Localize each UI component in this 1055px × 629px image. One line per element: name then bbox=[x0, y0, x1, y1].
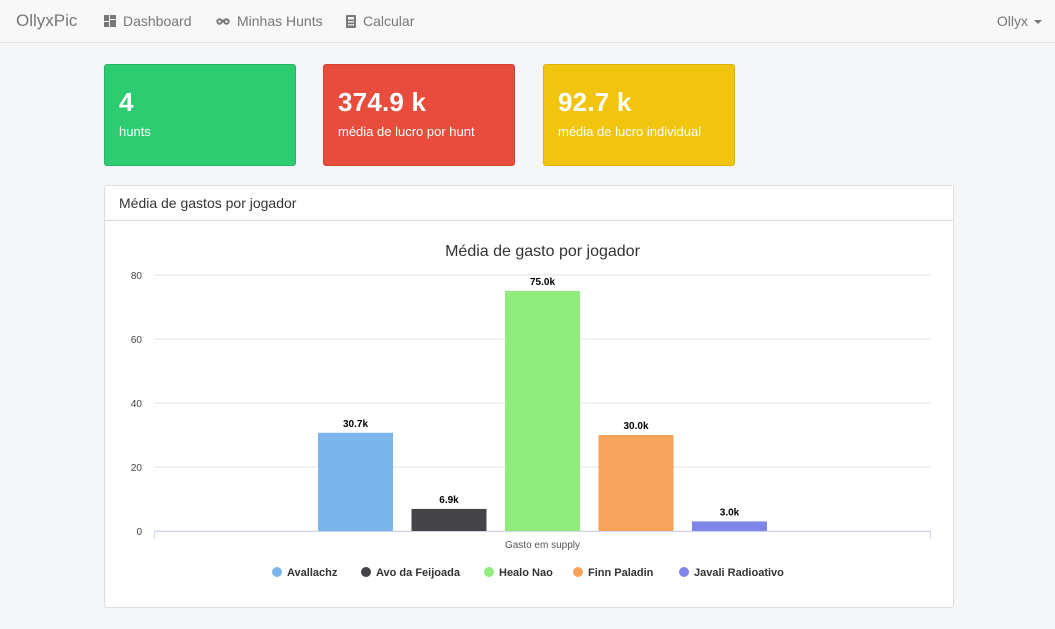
legend-label: Javali Radioativo bbox=[694, 567, 784, 579]
bar-chart: Média de gasto por jogador 0 20 40 60 80 Gasto… bbox=[131, 243, 931, 579]
bar bbox=[598, 435, 674, 531]
chart-title: Média de gasto por jogador bbox=[445, 243, 640, 260]
chart-panel: Média de gastos por jogador Média de gas… bbox=[104, 185, 954, 608]
legend-marker bbox=[484, 567, 494, 577]
y-tick-label: 80 bbox=[131, 271, 143, 282]
data-label: 30.7k bbox=[343, 419, 368, 430]
panel-title: Média de gastos por jogador bbox=[105, 186, 953, 221]
bar bbox=[318, 432, 393, 531]
legend-marker bbox=[573, 567, 583, 577]
bar bbox=[505, 291, 580, 531]
nav-dashboard-label: Dashboard bbox=[123, 13, 192, 29]
stat-card-lucro-individual: 92.7 k média de lucro individual bbox=[543, 64, 735, 166]
nav-minhas-hunts[interactable]: Minhas Hunts bbox=[216, 13, 323, 29]
y-tick-label: 0 bbox=[136, 527, 142, 538]
bar bbox=[692, 521, 767, 531]
y-tick-label: 40 bbox=[131, 399, 143, 410]
data-label: 30.0k bbox=[623, 421, 648, 432]
bar bbox=[411, 508, 487, 531]
stat-card-lucro-hunt: 374.9 k média de lucro por hunt bbox=[323, 64, 515, 166]
calculator-icon bbox=[346, 14, 356, 28]
legend-marker bbox=[679, 567, 689, 577]
data-label: 6.9k bbox=[439, 495, 459, 506]
brand-link[interactable]: OllyxPic bbox=[16, 11, 78, 30]
binoculars-icon bbox=[216, 18, 230, 25]
nav-calcular[interactable]: Calcular bbox=[346, 13, 414, 29]
x-category-label: Gasto em supply bbox=[505, 540, 580, 551]
legend-label: Avallachz bbox=[287, 567, 338, 579]
legend-label: Finn Paladin bbox=[588, 567, 654, 579]
user-menu-dropdown[interactable]: Ollyx bbox=[997, 13, 1042, 29]
stat-value: 4 bbox=[119, 87, 134, 117]
data-label: 3.0k bbox=[720, 507, 740, 518]
navbar: OllyxPic Dashboard Minhas Hunts bbox=[0, 0, 1055, 43]
caret-down-icon bbox=[1034, 20, 1042, 24]
stat-label: média de lucro individual bbox=[558, 124, 702, 139]
user-name: Ollyx bbox=[996, 13, 1028, 29]
y-tick-label: 20 bbox=[131, 463, 143, 474]
legend-label: Healo Nao bbox=[499, 567, 553, 579]
nav-dashboard[interactable]: Dashboard bbox=[104, 13, 192, 29]
stat-label: hunts bbox=[119, 124, 151, 139]
legend-marker bbox=[272, 567, 282, 577]
stat-value: 92.7 k bbox=[558, 87, 632, 117]
legend-label: Avo da Feijoada bbox=[376, 567, 461, 579]
legend-marker bbox=[361, 567, 371, 577]
dashboard-icon bbox=[104, 15, 116, 27]
stat-value: 374.9 k bbox=[338, 87, 427, 117]
nav-calcular-label: Calcular bbox=[363, 13, 415, 29]
y-tick-label: 60 bbox=[131, 335, 143, 346]
nav-minhas-hunts-label: Minhas Hunts bbox=[237, 13, 323, 29]
stat-label: média de lucro por hunt bbox=[338, 124, 475, 139]
data-label: 75.0k bbox=[530, 277, 555, 288]
stat-card-hunts: 4 hunts bbox=[104, 64, 296, 166]
